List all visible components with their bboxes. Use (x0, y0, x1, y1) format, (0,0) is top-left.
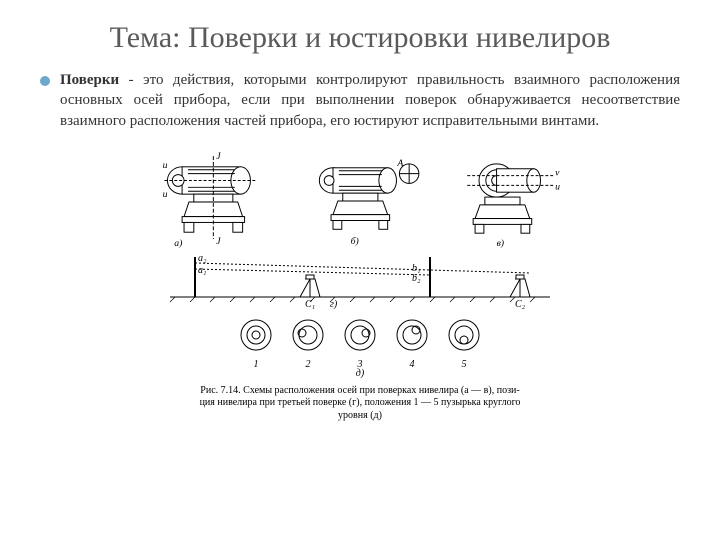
slide-title: Тема: Поверки и юстировки нивелиров (40, 20, 680, 56)
label-u2: и (163, 189, 168, 200)
level-a-diagram: и и J J а) (145, 145, 282, 255)
bullet-row: Поверки - это действия, которыми контрол… (40, 70, 680, 131)
bubble-num-2: 2 (291, 359, 325, 370)
label-a: а) (174, 238, 182, 249)
bubble-1: 1 (239, 318, 273, 370)
bubble-num-1: 1 (239, 359, 273, 370)
bubble-2: 2 (291, 318, 325, 370)
diagram-area: и и J J а) (145, 145, 575, 423)
caption-line-1: Рис. 7.14. Схемы расположения осей при п… (145, 385, 575, 398)
levels-row: и и J J а) (145, 145, 575, 255)
bubble-num-5: 5 (447, 359, 481, 370)
level-v-diagram: ν и в) (438, 145, 575, 255)
bubble-5: 5 (447, 318, 481, 370)
label-v: в) (497, 238, 504, 249)
label-b: б) (350, 236, 358, 247)
bubbles-row: 1 2 3 4 5 (145, 318, 575, 370)
label-ubot: и (555, 181, 560, 192)
bubble-num-4: 4 (395, 359, 429, 370)
level-b-diagram: А б) (292, 145, 429, 255)
figure-caption: Рис. 7.14. Схемы расположения осей при п… (145, 385, 575, 423)
label-J2: J (216, 236, 221, 247)
caption-line-2: ция нивелира при третьей поверке (г), по… (145, 397, 575, 410)
label-C2: C₂ (515, 299, 526, 309)
label-g: г) (330, 299, 338, 309)
label-C1: C₁ (305, 299, 315, 309)
bold-term: Поверки (60, 72, 119, 88)
label-vtop: ν (555, 167, 560, 178)
paragraph-rest: - это действия, которыми контролируют пр… (60, 72, 680, 129)
label-d: д) (145, 368, 575, 379)
label-a1: a₁ (198, 265, 206, 276)
label-A: А (396, 158, 403, 169)
bubble-4: 4 (395, 318, 429, 370)
label-u: и (163, 160, 168, 171)
bullet-icon (40, 76, 50, 86)
setup-diagram: a₂ a₁ b₁ b₂ C₁ C₂ г) (150, 249, 570, 309)
label-J: J (216, 151, 221, 162)
body-paragraph: Поверки - это действия, которыми контрол… (60, 70, 680, 131)
label-b2: b₂ (412, 273, 421, 284)
label-a2: a₂ (198, 253, 207, 264)
caption-line-3: уровня (д) (145, 410, 575, 423)
bubble-3: 3 (343, 318, 377, 370)
